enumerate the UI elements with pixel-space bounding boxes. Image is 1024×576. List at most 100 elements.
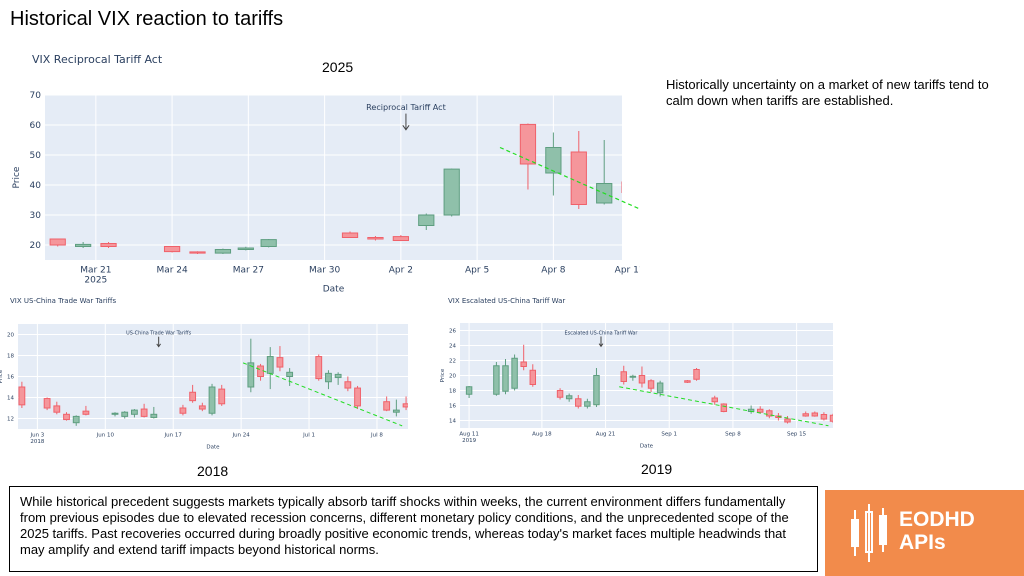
x-tick-label: Apr 11 <box>615 266 640 276</box>
y-axis-label: Price <box>440 368 446 382</box>
candle-body <box>511 357 518 389</box>
candle-body <box>100 243 117 247</box>
x-tick-label: Jun 24 <box>231 433 250 439</box>
x-tick-sublabel: 2018 <box>30 439 44 445</box>
candle-body <box>163 246 181 253</box>
candle-body <box>208 386 216 414</box>
candle-body <box>150 413 158 418</box>
y-tick-label: 20 <box>7 332 14 338</box>
y-tick-label: 40 <box>30 181 42 191</box>
candle-body <box>766 410 773 417</box>
candle-body <box>413 411 419 417</box>
candle-body <box>121 411 129 417</box>
candle-body <box>341 232 359 238</box>
candle-body <box>638 375 646 384</box>
candle-body <box>198 405 206 410</box>
y-tick-label: 26 <box>449 328 456 334</box>
x-tick-label: Jul 8 <box>370 433 383 439</box>
candle-body <box>276 357 284 368</box>
y-tick-label: 70 <box>30 91 42 101</box>
candlestick-logo-icon <box>851 504 887 562</box>
candle-body <box>247 362 255 388</box>
candle-body <box>620 371 627 382</box>
x-tick-sublabel: 2025 <box>84 276 107 286</box>
annotation-label: Escalated US-China Tariff War <box>565 330 639 336</box>
candle-body <box>49 238 66 246</box>
y-tick-label: 60 <box>30 121 42 131</box>
x-tick-label: Apr 5 <box>465 266 489 276</box>
candle-body <box>418 214 435 226</box>
summary-text: While historical precedent suggests mark… <box>20 494 789 557</box>
candle-body <box>570 151 587 205</box>
candle-body <box>575 398 582 407</box>
y-tick-label: 24 <box>449 343 456 349</box>
y-tick-label: 50 <box>30 151 42 161</box>
x-tick-label: Mar 30 <box>309 266 341 276</box>
candle-body <box>693 369 700 380</box>
candle-body <box>63 413 70 421</box>
x-tick-sublabel: 2019 <box>462 438 476 444</box>
candle-body <box>286 371 294 377</box>
x-tick-label: Sep 1 <box>661 432 677 438</box>
candle-body <box>519 123 537 165</box>
candle-body <box>502 365 509 392</box>
x-tick-label: Sep 8 <box>725 432 741 438</box>
x-tick-label: Aug 11 <box>459 432 479 438</box>
candle-body <box>179 407 187 414</box>
trend-line <box>499 146 640 210</box>
candle-body <box>802 413 809 417</box>
candle-body <box>656 382 664 394</box>
x-tick-label: Apr 2 <box>389 266 413 276</box>
summary-box: While historical precedent suggests mark… <box>9 486 818 572</box>
candle-body <box>684 380 691 383</box>
candle-body <box>315 356 323 380</box>
candle-body <box>820 414 828 420</box>
candle-body <box>392 236 409 242</box>
x-axis-label: Date <box>206 444 220 450</box>
x-tick-label: Jun 3 <box>29 433 44 439</box>
candles-group <box>465 344 840 424</box>
candle-body <box>75 243 92 247</box>
candle-body <box>811 412 819 417</box>
annotation-label: Reciprocal Tariff Act <box>366 102 446 112</box>
candle-body <box>584 401 591 407</box>
x-tick-label: Aug 18 <box>532 432 552 438</box>
candle-body <box>344 381 352 389</box>
x-axis-label: Date <box>323 285 345 295</box>
candle-body <box>839 409 840 420</box>
y-tick-label: 16 <box>7 374 14 380</box>
candle-body <box>325 372 332 383</box>
page-title: Historical VIX reaction to tariffs <box>10 8 284 30</box>
x-tick-label: Sep 15 <box>787 432 807 438</box>
candle-body <box>711 397 718 403</box>
candle-body <box>367 237 384 240</box>
x-tick-label: Aug 21 <box>596 432 616 438</box>
candle-body <box>82 410 90 415</box>
y-tick-label: 18 <box>449 388 456 394</box>
x-tick-label: Jul 1 <box>302 433 315 439</box>
x-tick-label: Jun 10 <box>96 433 115 439</box>
trend-line <box>619 386 829 427</box>
y-tick-label: 12 <box>7 416 14 422</box>
year-label-2019: 2019 <box>641 461 673 477</box>
chart-title-2025: VIX Reciprocal Tariff Act <box>32 53 163 66</box>
candle-body <box>556 390 564 398</box>
trend-line <box>242 362 403 427</box>
candle-body <box>647 380 655 389</box>
chart-title-2019: VIX Escalated US-China Tariff War <box>448 297 566 305</box>
candle-body <box>43 398 51 409</box>
candle-body <box>756 408 764 413</box>
x-tick-label: Jun 17 <box>164 433 183 439</box>
candle-body <box>140 408 148 417</box>
candle-body <box>621 181 622 193</box>
candle-body <box>72 415 80 424</box>
candle-body <box>565 395 573 400</box>
side-note: Historically uncertainty on a market of … <box>666 77 989 108</box>
y-tick-label: 20 <box>30 241 42 251</box>
annotation-label: US-China Trade War Tariffs <box>126 331 192 337</box>
candle-body <box>131 409 138 415</box>
year-label-2018: 2018 <box>197 463 229 479</box>
eodhd-logo: EODHD APIs <box>825 490 1024 576</box>
